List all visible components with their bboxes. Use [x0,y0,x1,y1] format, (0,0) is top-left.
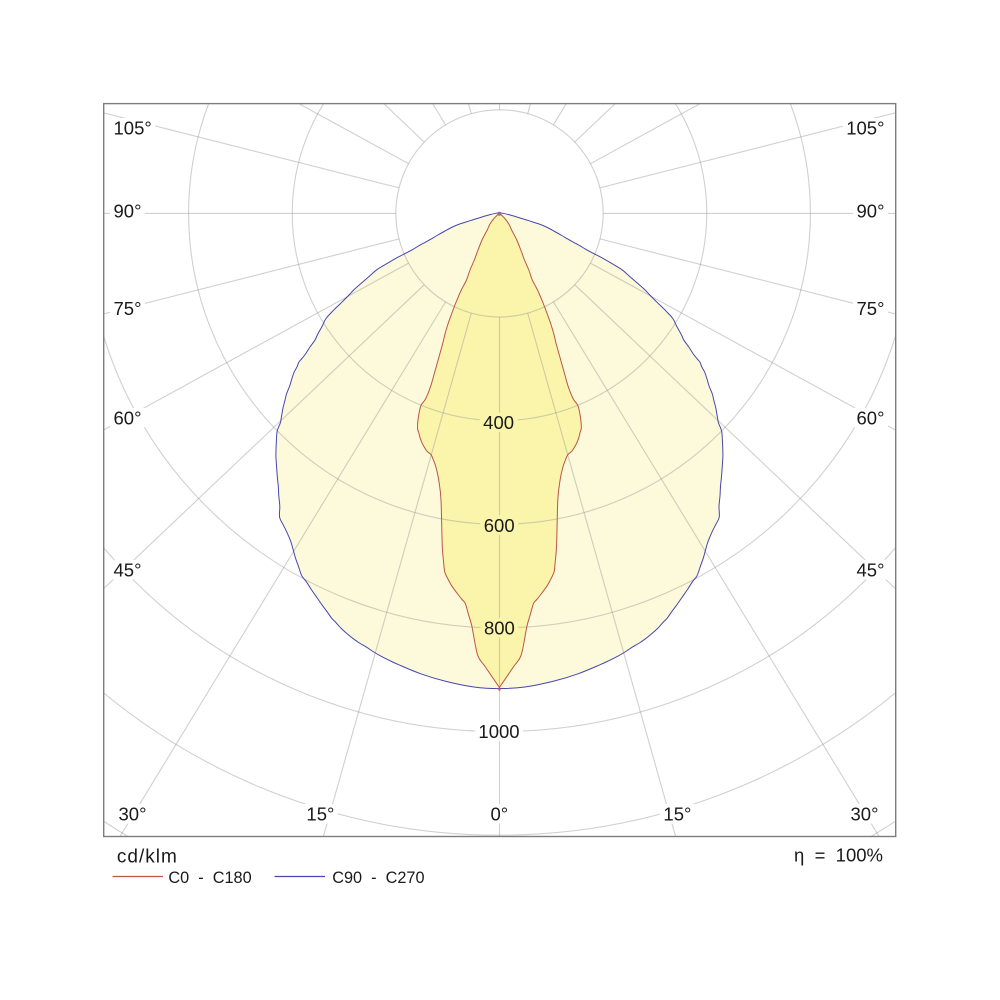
svg-text:30°: 30° [119,804,147,825]
svg-text:15°: 15° [306,804,334,825]
svg-text:C90 - C270: C90 - C270 [332,869,424,887]
svg-text:C0 - C180: C0 - C180 [168,869,251,887]
svg-text:90°: 90° [857,200,885,221]
svg-text:400: 400 [483,412,514,433]
svg-text:15°: 15° [663,804,691,825]
svg-text:800: 800 [484,618,515,639]
svg-text:0°: 0° [490,804,508,825]
svg-text:105°: 105° [846,118,884,139]
svg-text:600: 600 [484,515,515,536]
svg-text:cd/klm: cd/klm [117,846,178,867]
svg-text:105°: 105° [114,118,152,139]
svg-text:30°: 30° [851,804,879,825]
svg-text:45°: 45° [857,559,885,580]
svg-text:60°: 60° [857,407,885,428]
svg-text:45°: 45° [114,559,142,580]
svg-text:η = 100%: η = 100% [794,844,883,865]
svg-text:90°: 90° [114,200,142,221]
svg-text:75°: 75° [857,298,885,319]
svg-text:60°: 60° [114,407,142,428]
svg-text:75°: 75° [114,298,142,319]
svg-text:1000: 1000 [478,721,519,742]
